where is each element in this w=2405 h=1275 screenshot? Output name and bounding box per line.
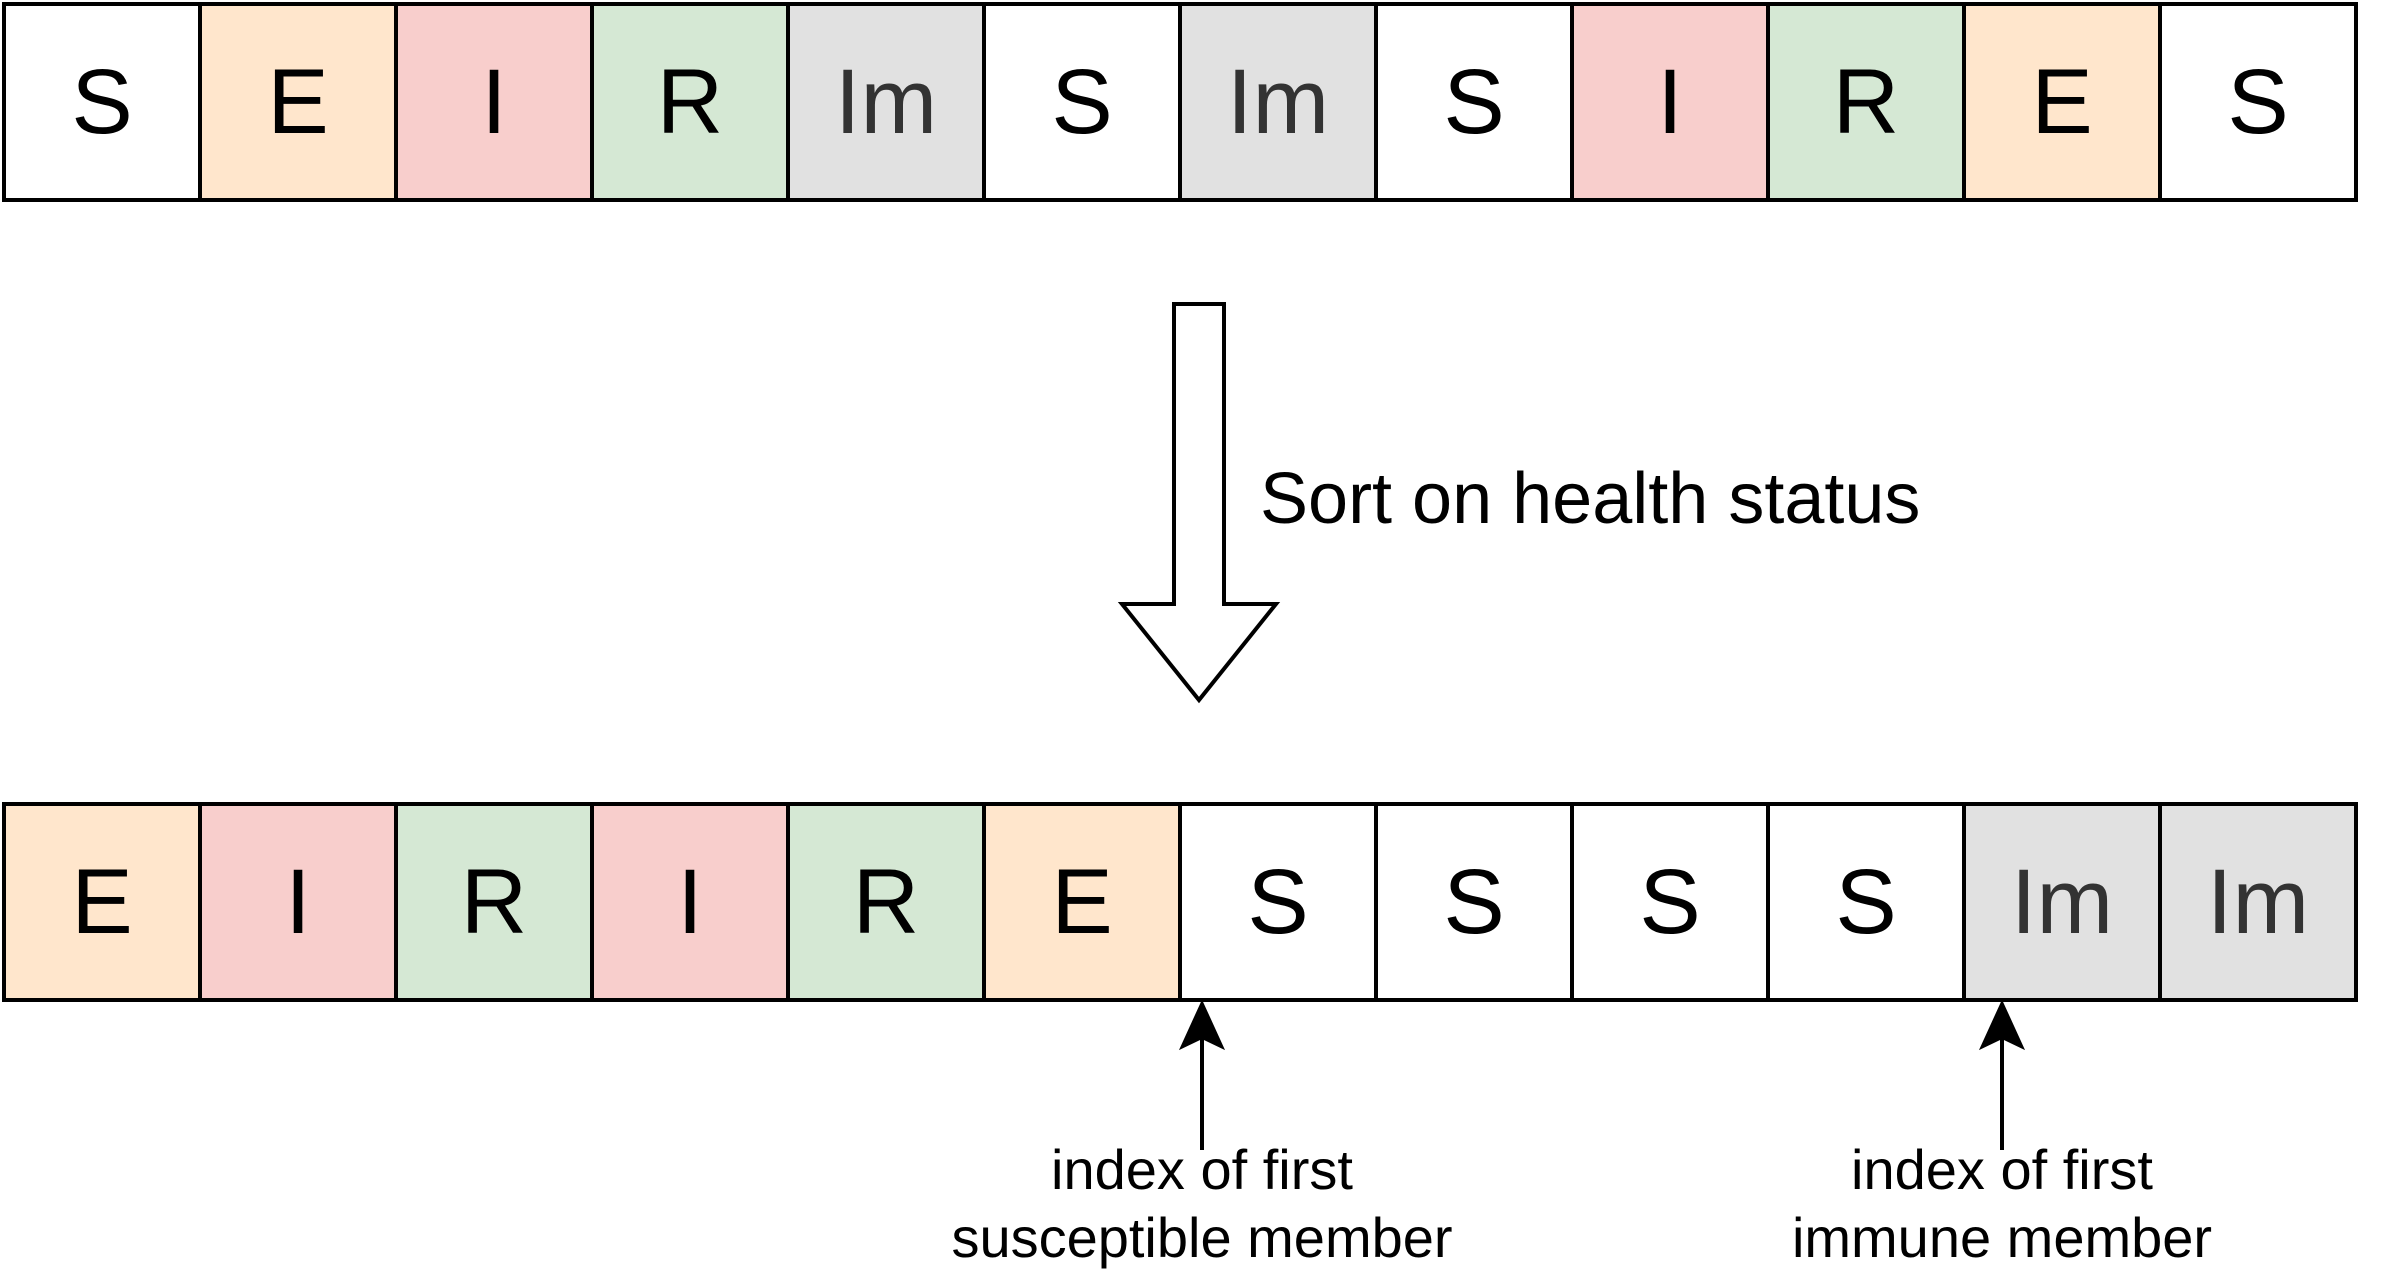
immune-index-label-line1: index of first bbox=[1851, 1138, 2153, 1201]
cell-i: I bbox=[590, 802, 790, 1002]
cell-s: S bbox=[982, 2, 1182, 202]
cell-e: E bbox=[2, 802, 202, 1002]
cell-i: I bbox=[1570, 2, 1770, 202]
cell-im: Im bbox=[2158, 802, 2358, 1002]
cell-r: R bbox=[786, 802, 986, 1002]
sorted-population-row: E I R I R E S S S S Im Im bbox=[2, 802, 2402, 1002]
cell-s: S bbox=[1374, 802, 1574, 1002]
sort-label: Sort on health status bbox=[1260, 459, 1921, 539]
cell-im: Im bbox=[786, 2, 986, 202]
susceptible-index-label-line2: susceptible member bbox=[951, 1206, 1453, 1269]
cell-im: Im bbox=[1178, 2, 1378, 202]
sort-down-arrow bbox=[1117, 302, 1281, 704]
susceptible-index-label: index of first susceptible member bbox=[852, 1136, 1552, 1272]
cell-r: R bbox=[394, 802, 594, 1002]
cell-s: S bbox=[1178, 802, 1378, 1002]
susceptible-index-pointer bbox=[1178, 999, 1226, 1150]
cell-s: S bbox=[2, 2, 202, 202]
cell-s: S bbox=[1766, 802, 1966, 1002]
cell-s: S bbox=[2158, 2, 2358, 202]
cell-r: R bbox=[1766, 2, 1966, 202]
cell-s: S bbox=[1374, 2, 1574, 202]
immune-index-label-line2: immune member bbox=[1791, 1206, 2213, 1269]
cell-i: I bbox=[198, 802, 398, 1002]
cell-e: E bbox=[982, 802, 1182, 1002]
cell-im: Im bbox=[1962, 802, 2162, 1002]
immune-index-label: index of first immune member bbox=[1652, 1136, 2352, 1272]
cell-e: E bbox=[198, 2, 398, 202]
cell-r: R bbox=[590, 2, 790, 202]
cell-s: S bbox=[1570, 802, 1770, 1002]
susceptible-index-label-line1: index of first bbox=[1051, 1138, 1353, 1201]
immune-index-pointer bbox=[1978, 999, 2026, 1150]
unsorted-population-row: S E I R Im S Im S I R E S bbox=[2, 2, 2402, 202]
